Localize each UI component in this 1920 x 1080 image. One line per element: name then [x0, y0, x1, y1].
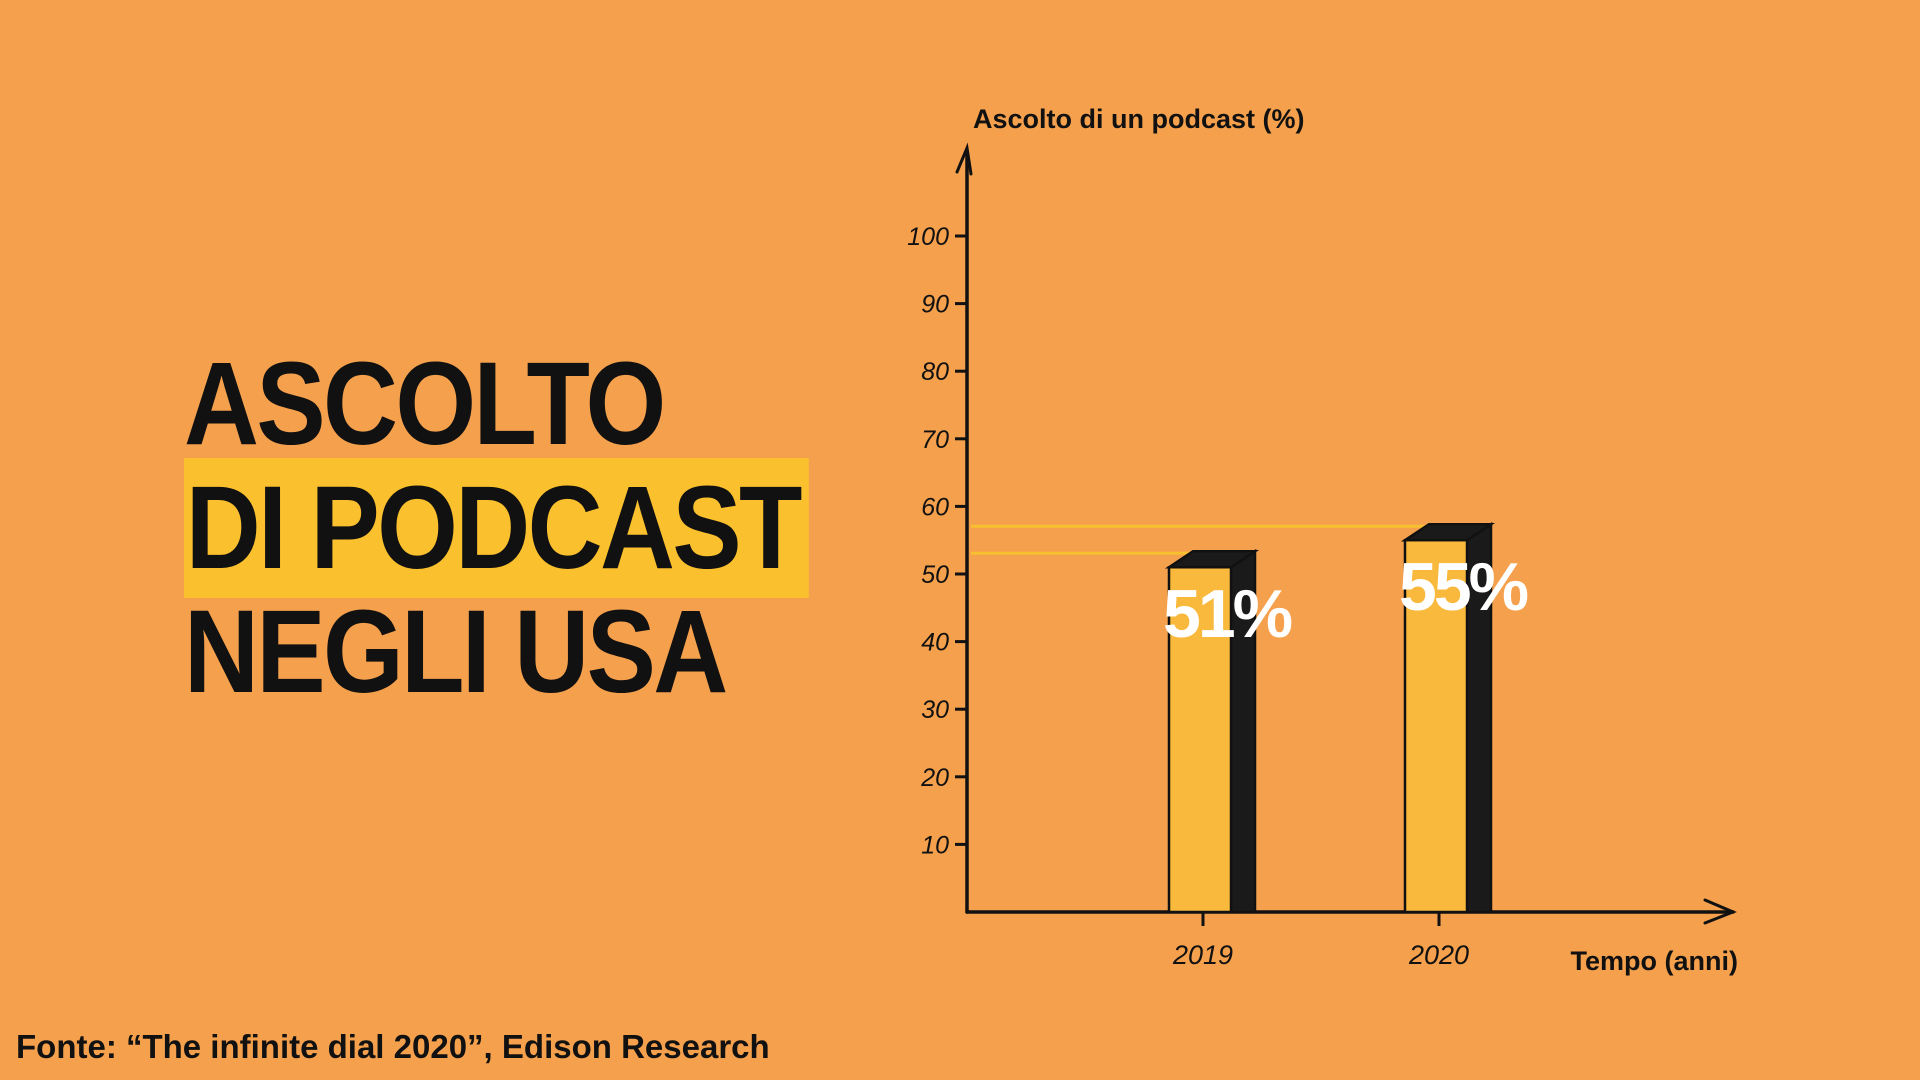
slide-title: ASCOLTO DI PODCAST NEGLI USA: [184, 345, 894, 717]
y-tick-label: 10: [921, 831, 949, 859]
title-line-3: NEGLI USA: [184, 586, 728, 718]
bar: [1164, 548, 1260, 914]
bar: [1400, 521, 1496, 914]
axes: 10 20 30 40 50 60 70 80 90 100 2019 2020: [907, 142, 1737, 970]
value-label: 51%: [1163, 576, 1292, 652]
y-tick-label: 40: [921, 629, 949, 657]
source-note: Fonte: “The infinite dial 2020”, Edison …: [16, 1028, 770, 1065]
y-tick-label: 30: [921, 696, 949, 724]
y-tick-label: 90: [921, 291, 949, 319]
title-line-1: ASCOLTO: [184, 338, 666, 470]
y-tick-label: 50: [921, 561, 949, 589]
y-tick-label: 20: [920, 764, 949, 792]
y-axis-label: Ascolto di un podcast (%): [973, 104, 1305, 134]
x-tick-label: 2019: [1172, 940, 1233, 970]
y-tick-label: 100: [907, 223, 949, 251]
value-label: 55%: [1399, 549, 1528, 625]
y-tick-label: 80: [921, 358, 949, 386]
bars: [1164, 521, 1496, 914]
y-tick-label: 60: [921, 493, 949, 521]
x-axis-arrow: [1703, 898, 1737, 925]
bar-front: [1403, 538, 1469, 914]
x-axis-label: Tempo (anni): [1571, 946, 1738, 976]
y-axis-arrow: [955, 142, 973, 176]
data-labels: 51% 55%: [1163, 549, 1531, 652]
y-tick-label: 70: [921, 426, 949, 454]
bar-front: [1167, 565, 1233, 914]
title-highlight: DI PODCAST: [184, 458, 809, 598]
x-tick-label: 2020: [1408, 940, 1469, 970]
title-line-2: DI PODCAST: [184, 458, 809, 598]
